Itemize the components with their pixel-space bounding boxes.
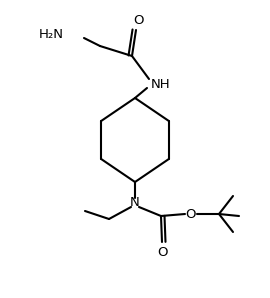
Text: O: O [186,207,196,221]
Text: N: N [130,195,140,209]
Text: O: O [134,13,144,27]
Text: O: O [157,246,167,258]
Text: H₂N: H₂N [39,27,64,41]
Text: NH: NH [151,77,171,91]
